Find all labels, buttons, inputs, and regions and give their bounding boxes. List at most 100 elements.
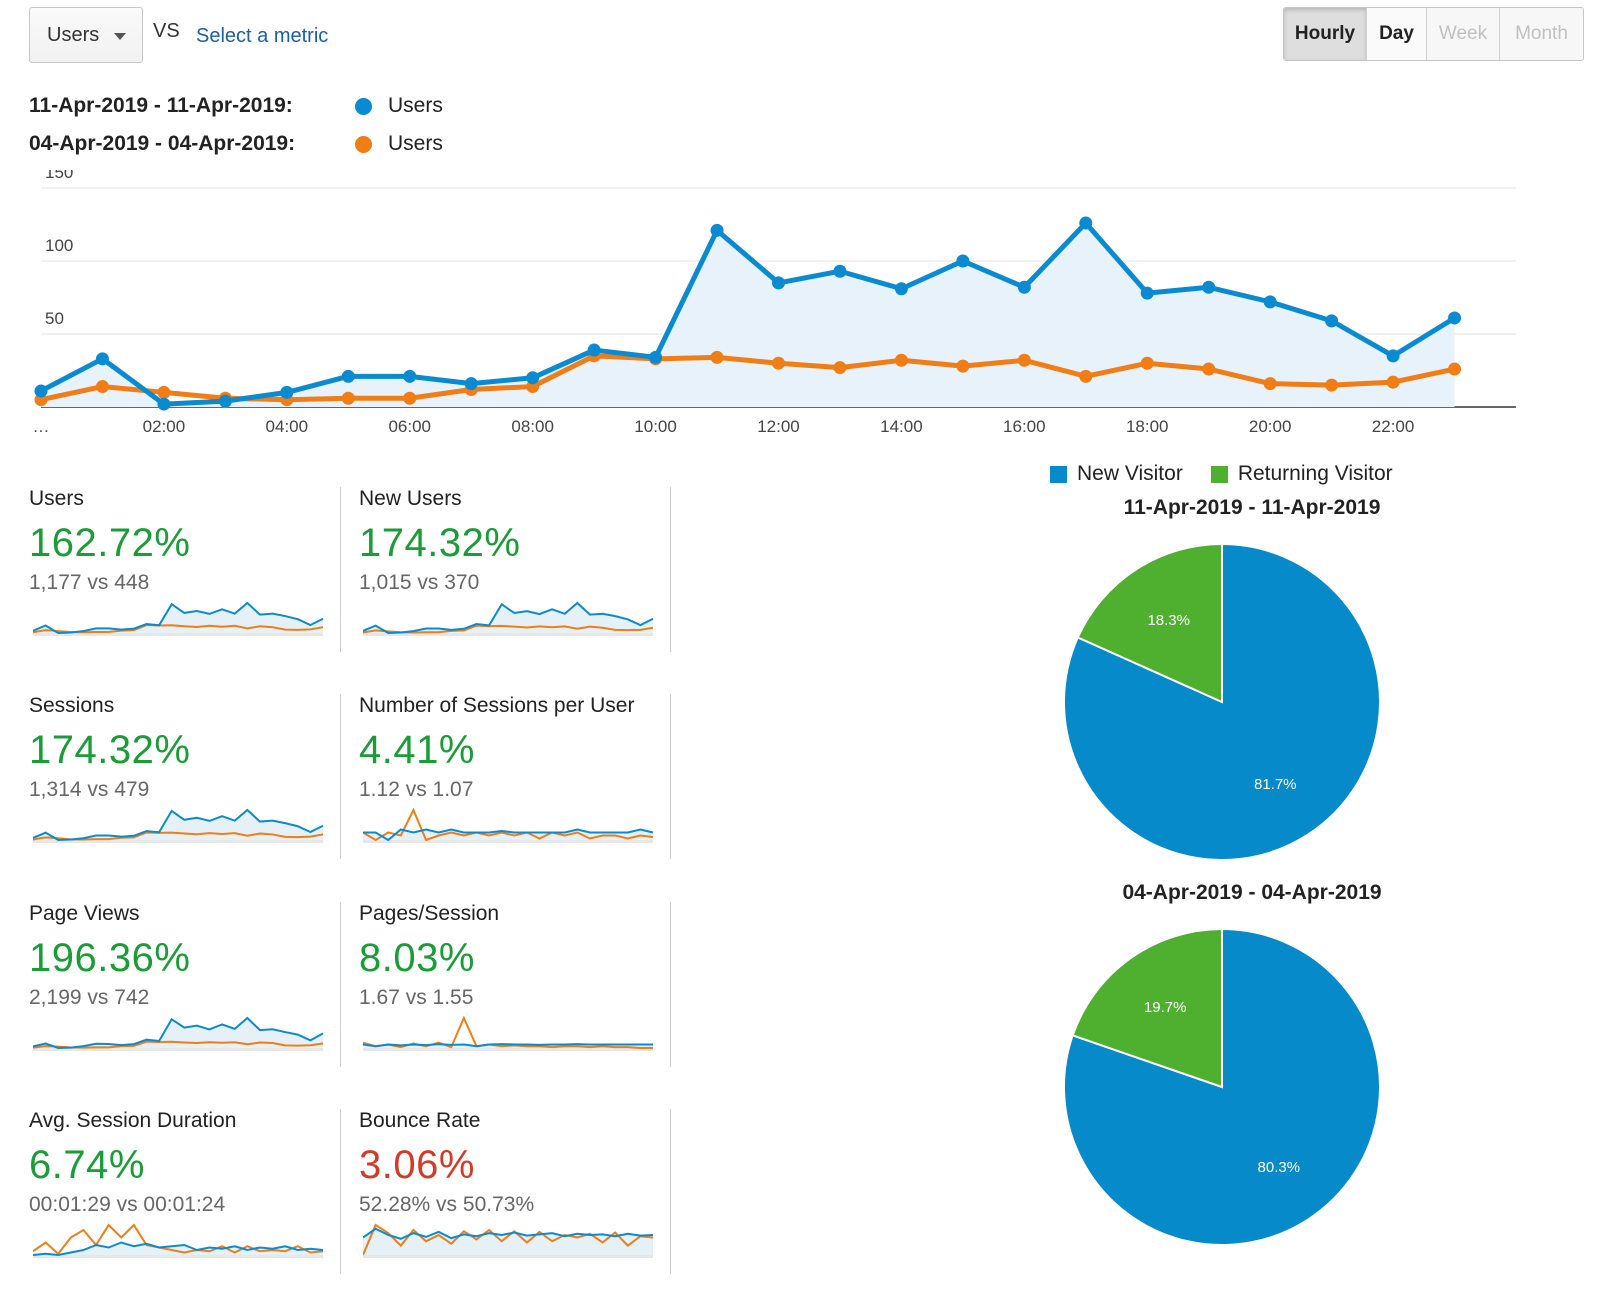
legend-range: 11-Apr-2019 - 11-Apr-2019: <box>29 94 293 117</box>
x-tick-label: 22:00 <box>1372 417 1415 436</box>
x-tick-label: 16:00 <box>1003 417 1046 436</box>
x-tick-label: 06:00 <box>388 417 431 436</box>
metric-tile-avg-session-duration[interactable]: Avg. Session Duration 6.74% 00:01:29 vs … <box>29 1109 339 1274</box>
y-tick-label: 100 <box>45 236 73 255</box>
data-point <box>95 352 109 366</box>
legend-label-new-visitor: New Visitor <box>1077 462 1183 485</box>
data-point <box>1140 356 1154 370</box>
sparkline-current <box>363 828 654 842</box>
sparkline-baseline <box>363 633 653 636</box>
sparkline-area <box>363 603 653 633</box>
sparkline-previous <box>363 624 654 634</box>
sparkline <box>33 808 324 843</box>
x-tick-label: 10:00 <box>634 417 677 436</box>
metric-title: New Users <box>359 487 462 510</box>
metric-tile-new-users[interactable]: New Users 174.32% 1,015 vs 370 <box>359 487 669 652</box>
sparkline-area <box>33 1242 323 1255</box>
x-tick-label: 02:00 <box>143 417 186 436</box>
sparkline-baseline <box>33 1255 323 1258</box>
metric-comparison: 2,199 vs 742 <box>29 986 150 1009</box>
sparkline-area <box>33 1018 323 1048</box>
pie-legend: New Visitor Returning Visitor <box>1050 462 1393 486</box>
caret-down-icon <box>114 33 126 40</box>
metric-comparison: 1,314 vs 479 <box>29 778 150 801</box>
metric-title: Bounce Rate <box>359 1109 481 1132</box>
data-point <box>1140 286 1154 300</box>
users-line-chart: 50 100 150 … 02:00 04:00 06:00 08:00 10:00 12:00 1… <box>33 170 1516 436</box>
metric-title: Pages/Session <box>359 902 500 925</box>
metric-title: Avg. Session Duration <box>29 1109 237 1132</box>
metric-comparison: 1,177 vs 448 <box>29 571 150 594</box>
metric-tile-bounce-rate[interactable]: Bounce Rate 3.06% 52.28% vs 50.73% <box>359 1109 669 1274</box>
legend-metric: Users <box>388 94 443 117</box>
metric-comparison: 52.28% vs 50.73% <box>359 1193 535 1216</box>
metric-comparison: 1,015 vs 370 <box>359 571 480 594</box>
y-tick-label: 50 <box>45 309 64 328</box>
y-tick-label: 150 <box>45 170 73 182</box>
data-point <box>1017 353 1031 367</box>
data-point <box>833 361 847 375</box>
sparkline-area <box>33 603 323 633</box>
data-point <box>587 343 601 357</box>
sparkline-previous <box>363 1223 654 1256</box>
data-point <box>1202 362 1216 376</box>
sparkline-baseline <box>33 840 323 843</box>
metric-change: 174.32% <box>29 728 191 772</box>
data-point <box>710 350 724 364</box>
metric-select[interactable]: Users <box>29 7 143 63</box>
hourly-button[interactable]: Hourly <box>1284 8 1366 60</box>
metric-change: 4.41% <box>359 728 475 772</box>
data-point <box>1325 314 1339 328</box>
metric-title: Users <box>29 487 84 510</box>
data-point <box>1263 295 1277 309</box>
pie-slice-label: 19.7% <box>1144 999 1187 1016</box>
divider <box>670 694 671 859</box>
legend-current: 11-Apr-2019 - 11-Apr-2019: Users <box>29 94 443 118</box>
legend-label-returning-visitor: Returning Visitor <box>1237 462 1393 485</box>
day-button[interactable]: Day <box>1366 8 1426 60</box>
select-metric-link[interactable]: Select a metric <box>196 25 329 47</box>
sparkline-current <box>33 808 324 842</box>
sparkline-current <box>33 1241 324 1257</box>
metric-tile-sessions[interactable]: Sessions 174.32% 1,314 vs 479 <box>29 694 339 859</box>
data-point <box>1202 280 1216 294</box>
metric-title: Number of Sessions per User <box>359 694 635 717</box>
data-point <box>1386 375 1400 389</box>
divider <box>340 487 341 652</box>
sparkline <box>33 1016 324 1051</box>
data-point <box>218 394 232 408</box>
legend-swatch-returning <box>1210 465 1228 483</box>
data-point <box>1263 377 1277 391</box>
sparkline <box>33 1223 324 1258</box>
metric-tile-users[interactable]: Users 162.72% 1,177 vs 448 <box>29 487 339 652</box>
metric-change: 8.03% <box>359 936 475 980</box>
metric-change: 162.72% <box>29 521 191 565</box>
legend-dot <box>355 135 372 153</box>
metric-tile-pages-per-session[interactable]: Pages/Session 8.03% 1.67 vs 1.55 <box>359 902 669 1067</box>
metric-change: 174.32% <box>359 521 521 565</box>
x-tick-label: 04:00 <box>266 417 309 436</box>
month-button[interactable]: Month <box>1499 8 1583 60</box>
period-toggle-group: Hourly Day Week Month <box>1283 7 1584 61</box>
legend-range: 04-Apr-2019 - 04-Apr-2019: <box>29 132 296 155</box>
metric-tile-sessions-per-user[interactable]: Number of Sessions per User 4.41% 1.12 v… <box>359 694 669 859</box>
x-tick-label: 12:00 <box>757 417 800 436</box>
data-point <box>157 385 171 399</box>
data-point <box>464 377 478 391</box>
divider <box>340 1109 341 1274</box>
data-point <box>280 385 294 399</box>
series-area <box>41 223 1455 407</box>
metric-tile-page-views[interactable]: Page Views 196.36% 2,199 vs 742 <box>29 902 339 1067</box>
x-tick-label: 08:00 <box>511 417 554 436</box>
data-point <box>1448 311 1462 325</box>
sparkline-area <box>33 810 323 840</box>
data-point <box>1325 378 1339 392</box>
sparkline-previous <box>33 831 324 841</box>
week-button[interactable]: Week <box>1426 8 1499 60</box>
visitor-pie-previous: 80.3% 19.7% <box>1063 927 1381 1246</box>
data-point <box>95 380 109 394</box>
sparkline-area <box>363 1228 653 1255</box>
legend-previous: 04-Apr-2019 - 04-Apr-2019: Users <box>29 132 443 156</box>
data-point <box>1386 349 1400 363</box>
data-point <box>341 369 355 383</box>
